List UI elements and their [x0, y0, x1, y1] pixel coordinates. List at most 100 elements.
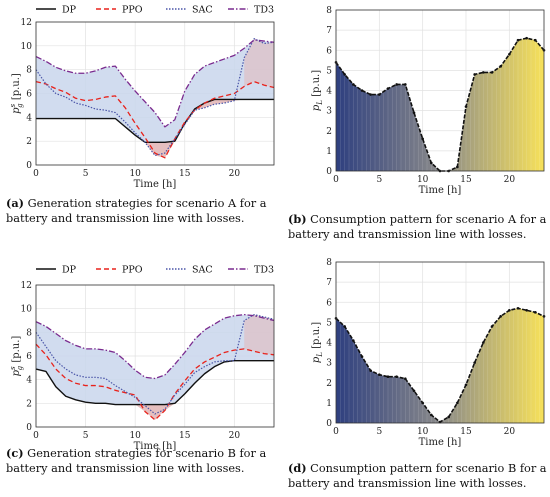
data-point — [412, 389, 416, 393]
x-tick-label: 5 — [83, 169, 89, 179]
x-tick-label: 0 — [33, 431, 39, 441]
series-dp-line — [36, 98, 274, 144]
x-tick-label: 10 — [129, 169, 141, 179]
data-point — [421, 137, 424, 141]
data-point — [534, 311, 537, 314]
y-axis-label: pL [p.u.] — [311, 322, 324, 363]
x-tick-label: 15 — [460, 175, 472, 185]
consumption-markers — [334, 36, 546, 173]
x-tick-label: 20 — [229, 431, 241, 441]
data-point — [378, 373, 381, 377]
consumption-area — [336, 38, 544, 171]
y-tick-label: 1 — [326, 399, 332, 409]
y-tick-label: 8 — [326, 6, 332, 16]
data-point — [386, 375, 390, 379]
y-axis-label: pL [p.u.] — [311, 70, 324, 111]
y-tick-label: 6 — [326, 46, 332, 56]
y-tick-label: 2 — [26, 399, 32, 409]
y-tick-label: 4 — [326, 87, 332, 97]
y-tick-label: 3 — [326, 359, 332, 369]
data-point — [395, 83, 398, 86]
data-point — [404, 83, 407, 86]
y-tick-label: 8 — [26, 66, 32, 76]
data-point — [360, 89, 364, 92]
series-td3-line — [35, 39, 275, 128]
data-point — [490, 325, 494, 328]
fill-below-dp — [36, 360, 274, 420]
chart-b: 0 1 2 3 4 5 6 7 8 0 5 10 15 20 Time [h] pL [p.u.] — [311, 6, 546, 196]
y-tick-label: 2 — [326, 127, 332, 137]
x-axis-label: Time [h] — [134, 179, 177, 190]
y-tick-label: 7 — [326, 26, 332, 36]
series-dp-line — [35, 360, 274, 406]
data-point — [508, 52, 511, 56]
x-tick-label: 20 — [504, 175, 516, 185]
data-point — [369, 93, 372, 96]
data-point — [421, 401, 424, 405]
x-tick-label: 5 — [83, 431, 89, 441]
data-point — [352, 339, 355, 342]
series-sac-line — [35, 38, 275, 157]
y-tick-label: 7 — [326, 278, 332, 288]
area-stripes — [335, 38, 545, 171]
data-point — [482, 71, 485, 74]
data-point — [464, 383, 468, 387]
caption-b: (b) Consumption pattern for scenario A f… — [288, 212, 547, 241]
y-tick-label: 12 — [21, 281, 32, 291]
fill-below-dp — [36, 99, 274, 158]
chart-c: 0 2 4 6 8 10 12 0 5 10 15 20 Time [h] psg [p.u.] DP PPO… — [9, 265, 275, 452]
x-tick-label: 15 — [179, 169, 191, 179]
x-tick-label: 20 — [504, 427, 516, 437]
legend-label: PPO — [122, 5, 143, 16]
data-point — [516, 38, 520, 42]
y-tick-label: 10 — [21, 42, 33, 52]
y-tick-label: 4 — [326, 339, 332, 349]
data-point — [430, 413, 433, 417]
data-point — [525, 309, 528, 312]
fill-above-dp — [36, 38, 274, 143]
x-axis-label: Time [h] — [419, 185, 462, 196]
series-td3-line — [35, 313, 275, 380]
series-sac-line — [35, 313, 275, 415]
legend-label: SAC — [192, 5, 213, 16]
legend-label: TD3 — [254, 265, 274, 276]
x-tick-label: 0 — [33, 169, 39, 179]
x-tick-label: 0 — [333, 175, 339, 185]
data-point — [490, 71, 494, 74]
data-point — [499, 315, 502, 318]
consumption-markers — [334, 306, 546, 424]
x-tick-label: 15 — [460, 427, 472, 437]
data-point — [378, 93, 381, 96]
y-tick-label: 8 — [26, 328, 32, 338]
y-tick-label: 0 — [26, 161, 32, 171]
legend-label: DP — [62, 5, 77, 16]
data-point — [473, 361, 476, 364]
x-tick-label: 10 — [417, 175, 429, 185]
series-ppo-line — [35, 80, 275, 159]
data-point — [395, 375, 398, 379]
chart-a: 0 2 4 6 8 10 12 0 5 10 15 20 Time [h] psg [p.u.] DP PPO… — [9, 5, 275, 190]
y-tick-label: 12 — [21, 18, 32, 28]
x-tick-label: 10 — [129, 431, 141, 441]
data-point — [534, 38, 537, 42]
y-tick-label: 4 — [26, 113, 32, 123]
y-tick-label: 6 — [26, 352, 32, 362]
x-tick-label: 15 — [179, 431, 191, 441]
plot-frame — [35, 21, 275, 166]
y-tick-label: 0 — [26, 423, 32, 433]
data-point — [369, 369, 372, 372]
fill-above-dp — [36, 314, 274, 405]
data-point — [456, 401, 459, 405]
caption-c: (c) Generation strategies for scenario B… — [6, 446, 267, 475]
y-tick-label: 0 — [326, 419, 332, 429]
data-point — [516, 306, 520, 310]
data-point — [386, 87, 390, 90]
data-point — [352, 83, 355, 86]
legend-label: PPO — [122, 265, 143, 276]
y-tick-label: 2 — [326, 379, 332, 389]
plot-frame — [335, 261, 545, 424]
data-point — [412, 111, 416, 114]
legend-label: SAC — [192, 265, 213, 276]
caption-a: (a) Generation strategies for scenario A… — [6, 196, 267, 225]
